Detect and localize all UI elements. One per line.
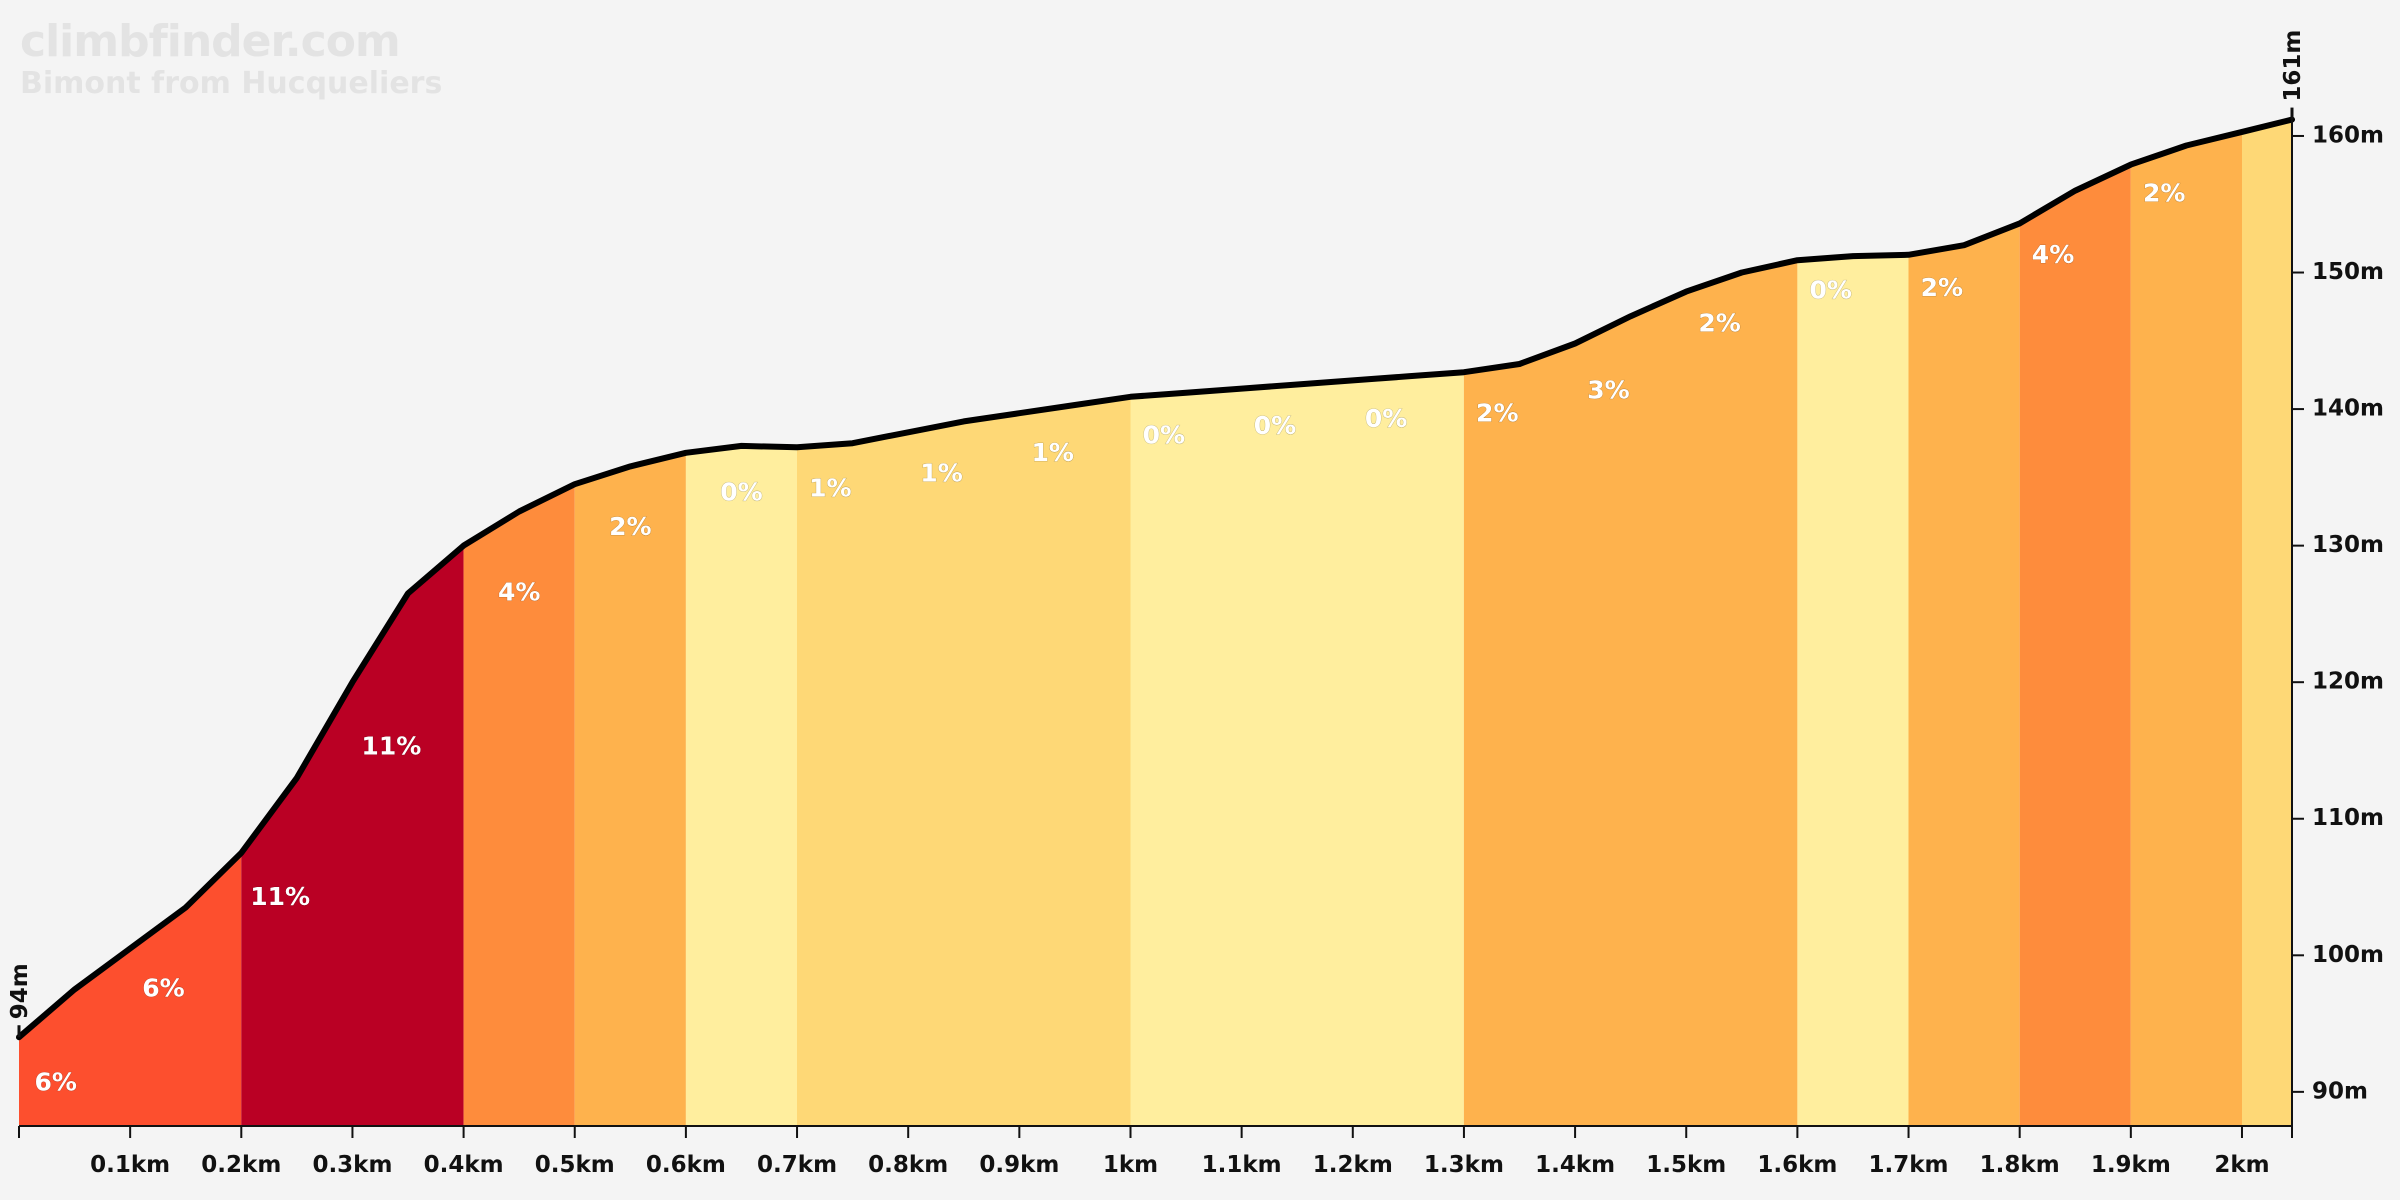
x-tick-label: 0.8km: [868, 1152, 948, 1178]
gradient-label: 6%: [34, 1068, 76, 1097]
gradient-label: 1%: [1031, 438, 1073, 467]
gradient-segment-6: [797, 396, 1131, 1126]
gradient-segment-11: [2019, 164, 2131, 1127]
x-tick-label: 0.9km: [979, 1152, 1059, 1178]
gradient-label: 2%: [1698, 308, 1740, 337]
x-tick-label: 1.1km: [1202, 1152, 1282, 1178]
x-tick-label: 1.3km: [1424, 1152, 1504, 1178]
x-tick-label: 2km: [2214, 1152, 2269, 1178]
x-tick-label: 1.4km: [1535, 1152, 1615, 1178]
site-watermark: climbfinder.com: [20, 16, 401, 67]
gradient-label: 0%: [1143, 420, 1185, 449]
gradient-label: 11%: [250, 882, 310, 911]
x-tick-label: 0.7km: [757, 1152, 837, 1178]
gradient-label: 0%: [1810, 276, 1852, 305]
gradient-segment-8: [1463, 260, 1798, 1126]
climb-name: Bimont from Hucqueliers: [20, 66, 443, 101]
gradient-segment-4: [574, 452, 686, 1126]
gradient-segments: [19, 119, 2292, 1127]
gradient-segment-2: [241, 545, 464, 1126]
x-tick-label: 0.3km: [312, 1152, 392, 1178]
y-tick-label: 130m: [2312, 532, 2384, 558]
x-axis: 0.1km 0.2km 0.3km 0.4km 0.5km 0.6km 0.7km 0.8km…: [18, 1125, 2293, 1178]
x-tick-label: 0.1km: [90, 1152, 170, 1178]
gradient-label: 2%: [1921, 273, 1963, 302]
gradient-label: 2%: [1476, 399, 1518, 428]
y-axis: 90m 100m 110m 120m 130m 140m 150m 160m: [2291, 119, 2384, 1126]
gradient-segment-5: [685, 445, 797, 1126]
gradient-label: 2%: [609, 512, 651, 541]
gradient-label: 0%: [1254, 411, 1296, 440]
end-elevation-label: 161m: [2280, 30, 2306, 102]
y-tick-label: 110m: [2312, 805, 2384, 831]
gradient-segment-13: [2242, 119, 2292, 1127]
x-tick-label: 1.7km: [1869, 1152, 1949, 1178]
y-tick-label: 90m: [2312, 1078, 2368, 1104]
x-tick-label: 1.9km: [2091, 1152, 2171, 1178]
x-tick-label: 1.8km: [1980, 1152, 2060, 1178]
gradient-label: 0%: [720, 478, 762, 507]
gradient-label: 0%: [1365, 404, 1407, 433]
gradient-label: 4%: [498, 577, 540, 606]
y-tick-label: 120m: [2312, 669, 2384, 695]
gradient-segment-10: [1908, 223, 2020, 1126]
gradient-label: 6%: [142, 973, 184, 1002]
x-tick-label: 0.6km: [646, 1152, 726, 1178]
elevation-line: [16, 116, 2295, 1041]
x-tick-label: 0.5km: [535, 1152, 615, 1178]
gradient-segment-1: [19, 852, 242, 1126]
x-tick-label: 0.2km: [201, 1152, 281, 1178]
gradient-segment-3: [463, 484, 575, 1126]
gradient-label: 1%: [809, 474, 851, 503]
y-tick-label: 140m: [2312, 396, 2384, 422]
y-tick-label: 150m: [2312, 259, 2384, 285]
x-tick-label: 1.6km: [1757, 1152, 1837, 1178]
gradient-segment-7: [1130, 372, 1464, 1126]
x-tick-label: 1km: [1103, 1152, 1158, 1178]
gradient-label: 2%: [2143, 179, 2185, 208]
gradient-label: 11%: [361, 732, 421, 761]
y-tick-label: 160m: [2312, 122, 2384, 148]
x-tick-label: 0.4km: [424, 1152, 504, 1178]
gradient-label: 1%: [920, 459, 962, 488]
gradient-labels: 6% 6% 11% 11% 4% 2% 0% 1% 1% 1% 0% 0% 0% 2% 3% 2% 0% 2% 4%…: [34, 178, 2186, 1097]
x-tick-label: 1.5km: [1646, 1152, 1726, 1178]
endpoint-markers: 94m 161m: [7, 30, 2306, 1038]
gradient-label: 4%: [2032, 240, 2074, 269]
gradient-label: 3%: [1587, 375, 1629, 404]
y-tick-label: 100m: [2312, 942, 2384, 968]
x-tick-label: 1.2km: [1313, 1152, 1393, 1178]
start-elevation-label: 94m: [7, 963, 33, 1019]
gradient-segment-12: [2130, 131, 2242, 1126]
profile-line-group: [16, 116, 2295, 1041]
brand: climbfinder.com Bimont from Hucqueliers: [20, 18, 442, 102]
gradient-segment-9: [1797, 254, 1909, 1127]
